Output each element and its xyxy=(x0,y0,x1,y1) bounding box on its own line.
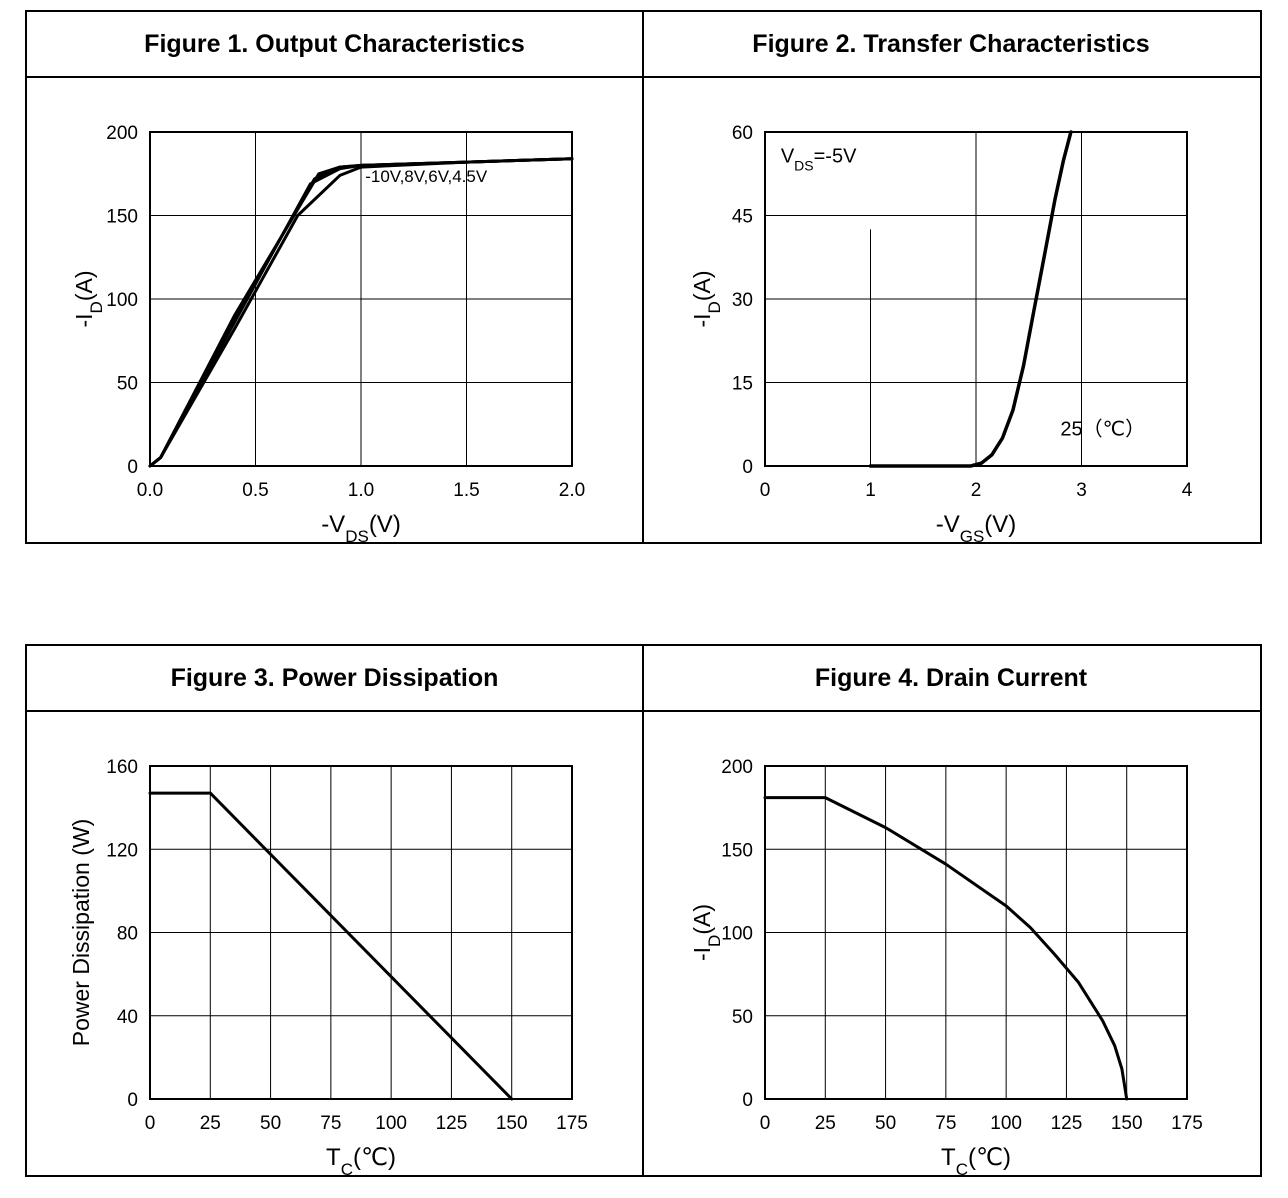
x-tick-label: 1.5 xyxy=(453,480,479,501)
y-tick-label: 150 xyxy=(721,840,753,861)
vds-annotation: VDS=-5V xyxy=(781,146,857,174)
y-tick-label: 0 xyxy=(742,457,753,478)
figure-4-panel: Figure 4. Drain Current 0 25 50 75 100 125 150… xyxy=(642,646,1260,1177)
x-tick-label: 0.5 xyxy=(242,480,268,501)
y-axis-title: -ID(A) xyxy=(689,904,724,961)
y-tick-label: 0 xyxy=(127,457,138,478)
y-tick-label: 60 xyxy=(732,123,753,144)
x-axis-title: -VGS(V) xyxy=(936,511,1017,544)
figure-1-panel: Figure 1. Output Characteristics 0.0 0.5 1… xyxy=(27,12,644,544)
y-tick-label: 200 xyxy=(721,757,753,778)
x-axis-title: TC(℃) xyxy=(326,1144,396,1177)
x-tick-label: 175 xyxy=(1171,1113,1203,1134)
y-tick-label: 100 xyxy=(106,290,138,311)
x-tick-label: 2.0 xyxy=(559,480,585,501)
plot-frame xyxy=(149,765,573,1100)
x-tick-label: 1 xyxy=(865,480,876,501)
x-tick-label: 125 xyxy=(436,1113,468,1134)
x-tick-label: 100 xyxy=(375,1113,407,1134)
y-tick-label: 100 xyxy=(721,924,753,945)
series-line xyxy=(148,157,574,468)
x-tick-label: 75 xyxy=(320,1113,341,1134)
x-axis-title: TC(℃) xyxy=(941,1144,1011,1177)
y-tick-label: 40 xyxy=(117,1007,138,1028)
figure-2-title: Figure 2. Transfer Characteristics xyxy=(642,12,1260,78)
y-tick-label: 200 xyxy=(106,123,138,144)
x-tick-label: 0 xyxy=(760,480,771,501)
x-tick-label: 0 xyxy=(145,1113,156,1134)
plot-frame xyxy=(764,765,1188,1100)
x-tick-label: 0.0 xyxy=(137,480,163,501)
figure-2-chart: 0 1 2 3 4 0 15 30 45 60 -VGS(V) -ID(A) VDS=-5V 25（℃） xyxy=(689,123,1193,544)
y-axis-title: Power Dissipation (W) xyxy=(68,819,94,1047)
x-tick-label: 75 xyxy=(935,1113,956,1134)
y-tick-label: 120 xyxy=(106,840,138,861)
figure-1-title: Figure 1. Output Characteristics xyxy=(27,12,642,78)
x-tick-label: 25 xyxy=(815,1113,836,1134)
y-tick-label: 80 xyxy=(117,924,138,945)
y-tick-label: 30 xyxy=(732,290,753,311)
curve-annotation: -10V,8V,6V,4.5V xyxy=(365,167,488,186)
figure-row-bottom: Figure 3. Power Dissipation 0 25 50 75 100 12… xyxy=(25,644,1262,1177)
y-tick-label: 0 xyxy=(127,1090,138,1111)
figure-3-panel: Figure 3. Power Dissipation 0 25 50 75 100 12… xyxy=(27,646,644,1177)
x-tick-label: 150 xyxy=(1111,1113,1143,1134)
figure-row-top: Figure 1. Output Characteristics 0.0 0.5 1… xyxy=(25,10,1262,544)
series-line xyxy=(763,796,1129,1101)
figure-1-chart: 0.0 0.5 1.0 1.5 2.0 0 50 100 150 200 -VDS(V) -ID(A)… xyxy=(71,123,585,544)
y-tick-label: 160 xyxy=(106,757,138,778)
x-tick-label: 175 xyxy=(556,1113,588,1134)
y-axis-title: -ID(A) xyxy=(689,270,724,327)
y-tick-label: 45 xyxy=(732,207,753,228)
x-tick-label: 2 xyxy=(971,480,982,501)
x-tick-label: 3 xyxy=(1076,480,1087,501)
x-tick-label: 4 xyxy=(1182,480,1193,501)
x-tick-label: 0 xyxy=(760,1113,771,1134)
series-line xyxy=(148,791,514,1101)
x-tick-label: 25 xyxy=(200,1113,221,1134)
y-tick-label: 15 xyxy=(732,374,753,395)
x-tick-label: 1.0 xyxy=(348,480,374,501)
figure-3-title: Figure 3. Power Dissipation xyxy=(27,646,642,712)
series-line xyxy=(868,130,1073,468)
x-axis-title: -VDS(V) xyxy=(321,511,401,544)
figure-3-chart: 0 25 50 75 100 125 150 175 0 40 80 120 160 TC(℃) Power… xyxy=(68,757,588,1177)
x-tick-label: 150 xyxy=(496,1113,528,1134)
figure-2-panel: Figure 2. Transfer Characteristics 0 1 2 3 4… xyxy=(642,12,1260,544)
temperature-annotation: 25（℃） xyxy=(1060,417,1145,440)
x-tick-label: 100 xyxy=(990,1113,1022,1134)
plot-frame xyxy=(149,131,573,467)
y-tick-label: 150 xyxy=(106,207,138,228)
y-tick-label: 50 xyxy=(732,1007,753,1028)
figure-4-title: Figure 4. Drain Current xyxy=(642,646,1260,712)
y-tick-label: 50 xyxy=(117,374,138,395)
x-tick-label: 125 xyxy=(1051,1113,1083,1134)
x-tick-label: 50 xyxy=(875,1113,896,1134)
x-tick-label: 50 xyxy=(260,1113,281,1134)
y-axis-title: -ID(A) xyxy=(71,270,106,327)
y-tick-label: 0 xyxy=(742,1090,753,1111)
figure-4-chart: 0 25 50 75 100 125 150 175 0 50 100 150 200 TC(℃) -ID(… xyxy=(689,757,1203,1177)
